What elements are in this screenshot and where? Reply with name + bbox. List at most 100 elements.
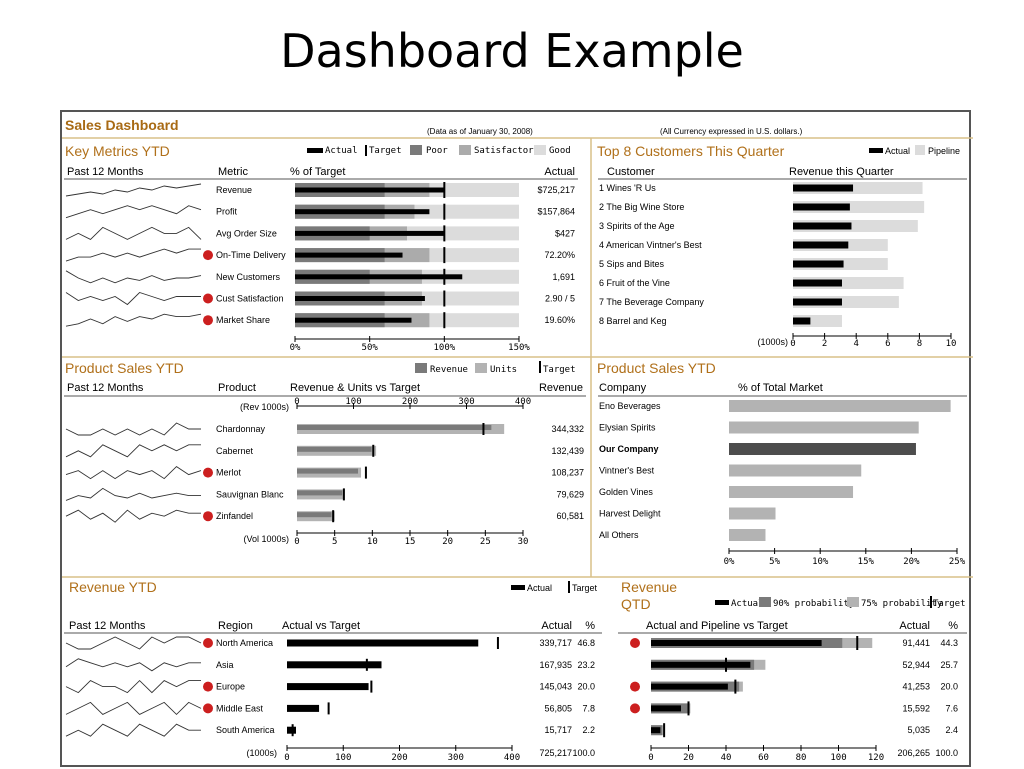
actual-bar bbox=[651, 683, 728, 690]
axis-tick-label: 300 bbox=[458, 397, 474, 407]
product-name: Cabernet bbox=[216, 446, 254, 456]
revenue-ytd-section: Revenue YTD Actual Target Past 12 Months… bbox=[64, 579, 602, 763]
axis-tick-label: 20% bbox=[903, 557, 920, 567]
key-metric-sparkline bbox=[65, 270, 202, 284]
target-marker bbox=[443, 312, 446, 329]
qtd-row: 41,253 20.0 bbox=[630, 679, 958, 694]
legend-ry-actual-swatch bbox=[511, 585, 525, 590]
market-share-bar bbox=[729, 507, 776, 520]
alert-dot bbox=[203, 638, 213, 648]
revenue-ytd-rows: North America 339,717 46.8 Asia 167,935 23.2 E… bbox=[65, 636, 595, 737]
target-marker bbox=[443, 182, 446, 198]
market-share-section: Product Sales YTD Company % of Total Mar… bbox=[597, 360, 967, 567]
axis-tick-label: 4 bbox=[853, 339, 858, 349]
region-sparkline bbox=[65, 679, 201, 694]
market-share-bar bbox=[729, 529, 766, 541]
customer-name: 4 American Vintner's Best bbox=[599, 240, 702, 250]
slide-title: Dashboard Example bbox=[280, 24, 744, 78]
ry-col-actual: Actual bbox=[541, 620, 572, 632]
company-name: All Others bbox=[599, 530, 639, 540]
region-sparkline bbox=[65, 636, 202, 650]
product-row: Zinfandel 60,581 bbox=[65, 509, 584, 523]
alert-dot bbox=[630, 703, 640, 714]
target-marker bbox=[364, 466, 367, 479]
key-metric-sparkline bbox=[65, 248, 201, 262]
ry-col-region: Region bbox=[218, 620, 253, 632]
legend-rq-p90-swatch bbox=[759, 597, 771, 607]
product-sales-section: Product Sales YTD Revenue Units Target P… bbox=[64, 360, 586, 547]
key-metrics-legend: Actual Target Poor Satisfactory Good bbox=[307, 145, 571, 156]
axis-tick-label: 60 bbox=[758, 753, 769, 763]
data-as-of-note: (Data as of January 30, 2008) bbox=[427, 127, 533, 136]
target-marker bbox=[856, 636, 859, 650]
region-name: North America bbox=[216, 638, 273, 648]
region-sparkline bbox=[65, 723, 201, 737]
qtd-actual: 41,253 bbox=[902, 682, 930, 692]
axis-tick-label: 25 bbox=[480, 537, 491, 547]
ps-col-trend: Past 12 Months bbox=[67, 382, 144, 394]
actual-bar bbox=[295, 187, 445, 193]
market-share-bar bbox=[729, 464, 862, 477]
key-metric-sparkline bbox=[65, 183, 202, 197]
key-metric-actual: 1,691 bbox=[552, 272, 575, 282]
legend-satisfactory-swatch bbox=[459, 145, 471, 155]
alert-dot bbox=[630, 681, 640, 692]
target-marker bbox=[734, 679, 737, 694]
axis-tick-label: 300 bbox=[448, 753, 464, 763]
ps-col-product: Product bbox=[218, 382, 256, 394]
qtd-actual: 52,944 bbox=[902, 660, 930, 670]
customer-row: 1 Wines 'R Us bbox=[599, 182, 923, 194]
key-metric-row: Revenue $725,217 bbox=[65, 182, 575, 198]
target-marker bbox=[370, 680, 373, 693]
key-metric-row: Avg Order Size $427 bbox=[65, 225, 575, 242]
km-col-pct: % of Target bbox=[290, 166, 345, 178]
market-share-row: Golden Vines bbox=[599, 486, 854, 498]
axis-tick-label: 10 bbox=[367, 537, 378, 547]
region-actual: 167,935 bbox=[539, 660, 572, 670]
qtd-actual: 5,035 bbox=[907, 725, 930, 735]
axis-tick-label: 10% bbox=[812, 557, 829, 567]
product-name: Sauvignan Blanc bbox=[216, 489, 284, 499]
revenue-bar bbox=[297, 446, 372, 452]
actual-bar bbox=[287, 639, 479, 647]
key-metric-actual: $725,217 bbox=[537, 185, 575, 195]
legend-poor-swatch bbox=[410, 145, 422, 155]
qtd-row: 91,441 44.3 bbox=[630, 636, 958, 650]
region-name: Europe bbox=[216, 682, 245, 692]
actual-bar bbox=[793, 317, 811, 325]
key-metric-sparkline bbox=[65, 313, 202, 327]
product-sales-axes: 0 100 200 300 400 0 5 10 15 20 25 30 bbox=[294, 397, 531, 547]
key-metrics-axis: 0% 50% 100% 150% bbox=[290, 336, 530, 353]
revenue-qtd-title-line1: Revenue bbox=[621, 579, 677, 595]
customer-name: 7 The Beverage Company bbox=[599, 297, 704, 307]
alert-dot bbox=[630, 638, 640, 648]
axis-tick-label: 20 bbox=[683, 753, 694, 763]
alert-dot bbox=[203, 315, 213, 326]
key-metric-row: Cust Satisfaction 2.90 / 5 bbox=[65, 290, 575, 307]
revenue-qtd-legend: Actual 90% probability 75% probability T… bbox=[715, 596, 966, 609]
actual-bar bbox=[295, 209, 430, 215]
sales-dashboard: Sales Dashboard (Data as of January 30, … bbox=[60, 110, 973, 767]
legend-ps-units-swatch bbox=[475, 363, 487, 373]
target-marker bbox=[687, 701, 690, 716]
qtd-pct: 25.7 bbox=[940, 660, 958, 670]
currency-note: (All Currency expressed in U.S. dollars.… bbox=[660, 127, 803, 136]
revenue-bar bbox=[297, 490, 343, 496]
market-share-rows: Eno Beverages Elysian Spirits Our Company V… bbox=[599, 400, 951, 541]
actual-bar bbox=[295, 317, 412, 323]
ry-col-chart: Actual vs Target bbox=[282, 620, 360, 632]
product-revenue: 108,237 bbox=[551, 468, 584, 478]
km-col-trend: Past 12 Months bbox=[67, 166, 144, 178]
region-row: Europe 145,043 20.0 bbox=[65, 679, 595, 694]
key-metric-sparkline bbox=[65, 291, 201, 306]
region-sparkline bbox=[65, 701, 202, 716]
legend-rq-p75-swatch bbox=[847, 597, 859, 607]
axis-tick-label: 0 bbox=[648, 753, 653, 763]
product-name: Merlot bbox=[216, 468, 242, 478]
qtd-actual: 15,592 bbox=[902, 703, 930, 713]
key-metric-actual: 2.90 / 5 bbox=[545, 294, 575, 304]
actual-bar bbox=[295, 274, 463, 280]
region-row: Asia 167,935 23.2 bbox=[65, 658, 595, 672]
target-marker bbox=[327, 702, 330, 715]
target-marker bbox=[496, 637, 499, 649]
